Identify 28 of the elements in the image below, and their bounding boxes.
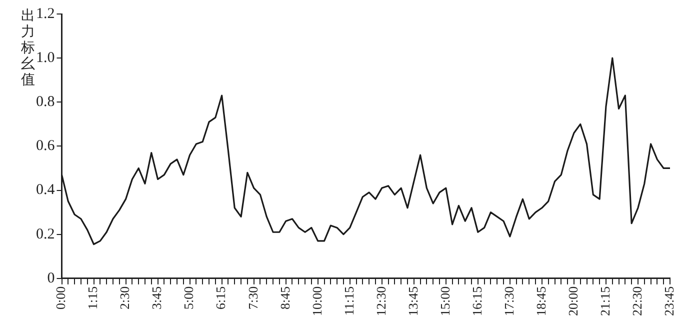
x-tick-label: 7:30 xyxy=(245,286,260,310)
x-tick-label: 3:45 xyxy=(149,286,164,310)
y-tick-label: 1.2 xyxy=(36,6,55,22)
y-tick-label: 0.6 xyxy=(36,138,56,154)
x-tick-label: 6:15 xyxy=(213,286,228,310)
y-tick-label: 1.0 xyxy=(36,50,55,66)
x-tick-label: 0:00 xyxy=(53,286,68,310)
y-tick-label: 0.8 xyxy=(36,94,55,110)
x-tick-label: 21:15 xyxy=(597,286,612,316)
x-tick-label: 18:45 xyxy=(533,286,548,316)
y-tick-label: 0.4 xyxy=(36,182,56,198)
x-tick-label: 15:00 xyxy=(437,286,452,316)
y-tick-label: 0 xyxy=(47,270,55,286)
x-tick-label: 22:30 xyxy=(629,286,644,316)
x-tick-label: 17:30 xyxy=(501,286,516,316)
x-tick-label: 16:15 xyxy=(469,286,484,316)
y-axis-title: 出力标幺值 xyxy=(20,8,36,88)
y-tick-label: 0.2 xyxy=(36,226,55,242)
x-tick-label: 13:45 xyxy=(405,286,420,316)
x-tick-label: 20:00 xyxy=(565,286,580,316)
x-tick-label: 12:30 xyxy=(373,286,388,316)
x-tick-label: 5:00 xyxy=(181,286,196,310)
x-tick-label: 10:00 xyxy=(309,286,324,316)
x-tick-label: 23:45 xyxy=(661,286,676,316)
x-tick-label: 1:15 xyxy=(85,286,100,310)
x-tick-label: 11:15 xyxy=(341,286,356,316)
x-tick-label: 2:30 xyxy=(117,286,132,310)
x-tick-label: 8:45 xyxy=(277,286,292,310)
